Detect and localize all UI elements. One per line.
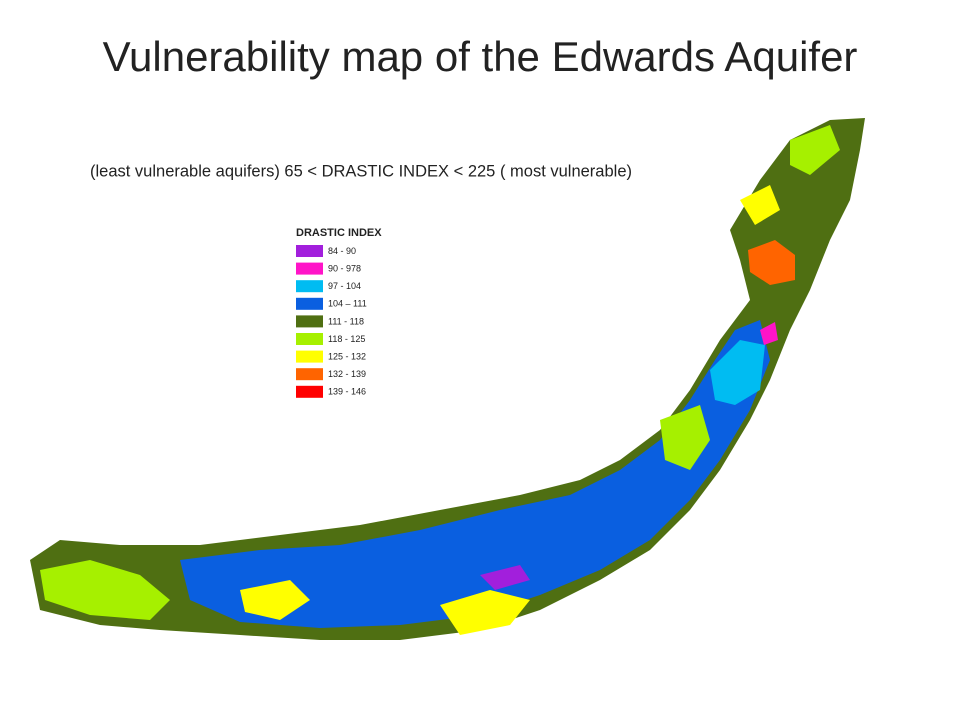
aquifer-zone [748, 240, 795, 285]
aquifer-zone [440, 590, 530, 635]
legend-label: 125 - 132 [328, 351, 366, 361]
legend-swatch [296, 297, 323, 310]
map-subtitle: (least vulnerable aquifers) 65 < DRASTIC… [90, 162, 632, 180]
legend-label: 118 - 125 [328, 334, 365, 344]
slide-title: Vulnerability map of the Edwards Aquifer [103, 33, 858, 80]
aquifer-zone [240, 580, 310, 620]
legend-label: 97 - 104 [328, 281, 361, 291]
legend-label: 104 – 111 [328, 299, 367, 309]
aquifer-zone [180, 320, 770, 628]
legend-swatch [296, 315, 323, 328]
map [10, 105, 880, 660]
legend-label: 111 - 118 [328, 316, 364, 326]
legend-title: DRASTIC INDEX [296, 227, 382, 239]
legend-swatch [296, 245, 323, 257]
aquifer-zone [480, 565, 530, 590]
legend-swatch [296, 385, 323, 398]
legend-label: 90 - 978 [328, 263, 361, 273]
aquifer-zone [760, 322, 778, 345]
legend-label: 132 - 139 [328, 369, 366, 379]
legend: DRASTIC INDEX 84 - 90 90 - 978 97 - 104 104… [296, 227, 382, 398]
legend-swatch [296, 350, 323, 363]
legend-swatch [296, 333, 323, 345]
aquifer-zone [740, 185, 780, 225]
legend-swatch [296, 262, 323, 275]
legend-label: 84 - 90 [328, 246, 356, 256]
aquifer-zone [790, 125, 840, 175]
legend-swatch [296, 280, 323, 293]
aquifer-zone [710, 340, 765, 405]
aquifer-zone [40, 560, 170, 620]
aquifer-zone [660, 405, 710, 470]
legend-swatch [296, 368, 323, 381]
legend-label: 139 - 146 [328, 387, 366, 397]
